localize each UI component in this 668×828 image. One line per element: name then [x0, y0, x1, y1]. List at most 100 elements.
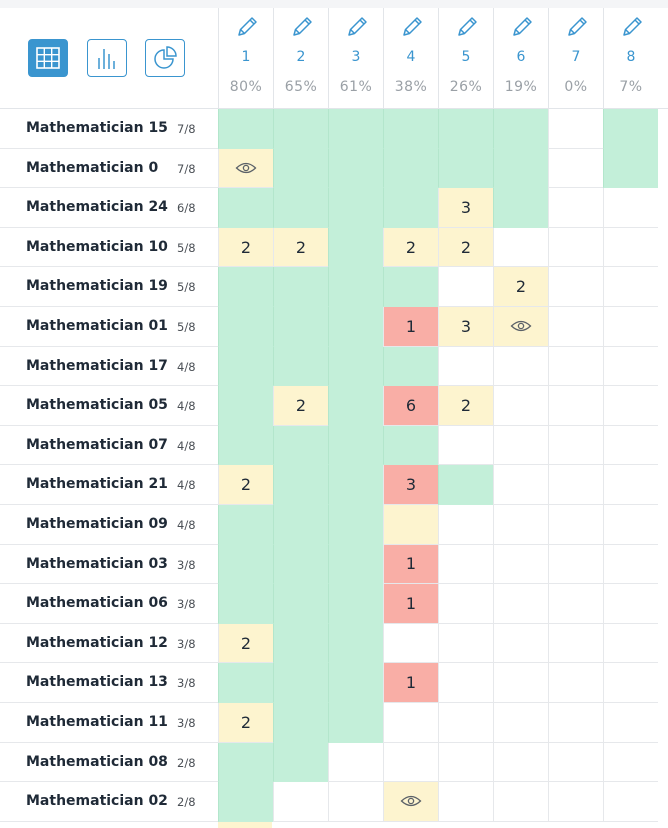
student-name[interactable]: Mathematician 13: [26, 674, 168, 691]
student-name[interactable]: Mathematician 19: [26, 278, 168, 295]
answer-cell-q8[interactable]: [603, 109, 658, 149]
answer-cell-q7[interactable]: [548, 505, 603, 545]
student-row[interactable]: Mathematician 02 2/8: [0, 782, 668, 822]
student-name[interactable]: Mathematician 07: [26, 436, 168, 453]
student-name[interactable]: Mathematician 02: [26, 793, 168, 810]
answer-cell-q2[interactable]: [273, 505, 328, 545]
student-name[interactable]: Mathematician 08: [26, 753, 168, 770]
answer-cell-q2[interactable]: [273, 663, 328, 703]
student-name[interactable]: Mathematician 01: [26, 318, 168, 334]
student-row[interactable]: Mathematician 05 4/8 2 6 2: [0, 386, 668, 426]
answer-cell-q2[interactable]: [273, 742, 328, 783]
answer-cell-q6[interactable]: 2: [493, 267, 548, 307]
student-name[interactable]: Mathematician 15: [26, 120, 168, 136]
answer-cell-q4[interactable]: [383, 623, 438, 664]
student-name[interactable]: Mathematician 17: [26, 357, 168, 374]
student-row[interactable]: Mathematician 07 4/8: [0, 425, 668, 466]
answer-cell-q7[interactable]: [548, 742, 603, 783]
student-row[interactable]: Mathematician 11 3/8 2: [0, 703, 668, 743]
answer-cell-q3[interactable]: [328, 505, 383, 545]
answer-cell-q7[interactable]: [548, 109, 603, 149]
answer-cell-q2[interactable]: [273, 544, 328, 585]
student-row[interactable]: Mathematician 15 7/8: [0, 109, 668, 149]
answer-cell-q2[interactable]: [273, 623, 328, 664]
answer-cell-q5[interactable]: [438, 584, 493, 624]
answer-cell-q6[interactable]: [493, 346, 548, 387]
answer-cell-q8[interactable]: [603, 346, 658, 387]
answer-cell-q1[interactable]: [218, 346, 273, 387]
answer-cell-q2[interactable]: [273, 109, 328, 149]
bar-chart-view-button[interactable]: [87, 39, 127, 77]
answer-cell-q3[interactable]: [328, 386, 383, 426]
answer-cell-q1[interactable]: [218, 109, 273, 149]
student-row[interactable]: Mathematician 19 5/8 2: [0, 267, 668, 307]
answer-cell-q1[interactable]: [218, 148, 273, 189]
answer-cell-q5[interactable]: [438, 703, 493, 743]
answer-cell-q3[interactable]: [328, 742, 383, 783]
answer-cell-q1[interactable]: 2: [218, 623, 273, 664]
answer-cell-q7[interactable]: [548, 782, 603, 822]
answer-cell-q6[interactable]: [493, 623, 548, 664]
answer-cell-q5[interactable]: 2: [438, 386, 493, 426]
answer-cell-q1[interactable]: [218, 663, 273, 703]
answer-cell-q8[interactable]: [603, 465, 658, 505]
student-row[interactable]: Mathematician 01 5/8 1 3: [0, 307, 668, 347]
student-name[interactable]: Mathematician 10: [26, 238, 168, 255]
answer-cell-q4[interactable]: [383, 703, 438, 743]
answer-cell-q4[interactable]: [383, 346, 438, 387]
answer-cell-q8[interactable]: [603, 663, 658, 703]
answer-cell-q2[interactable]: [273, 267, 328, 307]
answer-cell-q4[interactable]: [383, 188, 438, 228]
student-row[interactable]: Mathematician 12 3/8 2: [0, 623, 668, 664]
answer-cell-q1[interactable]: [218, 267, 273, 307]
answer-cell-q5[interactable]: 3: [438, 188, 493, 228]
answer-cell-q5[interactable]: [438, 663, 493, 703]
answer-cell-q4[interactable]: 6: [383, 386, 438, 426]
pencil-icon[interactable]: [564, 14, 590, 44]
answer-cell-q2[interactable]: [273, 346, 328, 387]
answer-cell-q1[interactable]: [218, 307, 273, 347]
answer-cell-q3[interactable]: [328, 663, 383, 703]
answer-cell-q1[interactable]: [218, 505, 273, 545]
student-name[interactable]: Mathematician 24: [26, 199, 168, 216]
answer-cell-q3[interactable]: [328, 425, 383, 466]
student-row[interactable]: Mathematician 09 4/8: [0, 505, 668, 545]
answer-cell-q8[interactable]: [603, 623, 658, 664]
answer-cell-q6[interactable]: [493, 386, 548, 426]
answer-cell-q3[interactable]: [328, 584, 383, 624]
student-row[interactable]: Mathematician 10 5/8 2 2 2 2: [0, 227, 668, 268]
question-header-2[interactable]: 2 65%: [273, 8, 328, 108]
answer-cell-q8[interactable]: [603, 227, 658, 268]
pencil-icon[interactable]: [509, 14, 535, 44]
answer-cell-q6[interactable]: [493, 703, 548, 743]
answer-cell-q4[interactable]: [383, 742, 438, 783]
answer-cell-q5[interactable]: [438, 623, 493, 664]
answer-cell-q5[interactable]: [438, 346, 493, 387]
answer-cell-q1[interactable]: [218, 386, 273, 426]
answer-cell-q3[interactable]: [328, 307, 383, 347]
answer-cell-q2[interactable]: [273, 188, 328, 228]
answer-cell-q3[interactable]: [328, 109, 383, 149]
answer-cell-q4[interactable]: 1: [383, 544, 438, 585]
pencil-icon[interactable]: [344, 14, 370, 44]
answer-cell-q7[interactable]: [548, 584, 603, 624]
pencil-icon[interactable]: [289, 14, 315, 44]
answer-cell-q2[interactable]: [273, 148, 328, 189]
answer-cell-q5[interactable]: [438, 505, 493, 545]
answer-cell-q5[interactable]: 2: [438, 227, 493, 268]
answer-cell-q3[interactable]: [328, 544, 383, 585]
answer-cell-q6[interactable]: [493, 782, 548, 822]
answer-cell-q8[interactable]: [603, 307, 658, 347]
answer-cell-q6[interactable]: [493, 425, 548, 466]
answer-cell-q6[interactable]: [493, 109, 548, 149]
answer-cell-q6[interactable]: [493, 465, 548, 505]
answer-cell-q7[interactable]: [548, 703, 603, 743]
answer-cell-q8[interactable]: [603, 742, 658, 783]
pie-chart-view-button[interactable]: [145, 39, 185, 77]
answer-cell-q8[interactable]: [603, 386, 658, 426]
student-row[interactable]: Mathematician 03 3/8 1: [0, 544, 668, 585]
answer-cell-q7[interactable]: [548, 386, 603, 426]
student-name[interactable]: Mathematician 09: [26, 516, 168, 532]
answer-cell-q2[interactable]: [273, 782, 328, 822]
student-row[interactable]: Mathematician 21 4/8 2 3: [0, 465, 668, 505]
